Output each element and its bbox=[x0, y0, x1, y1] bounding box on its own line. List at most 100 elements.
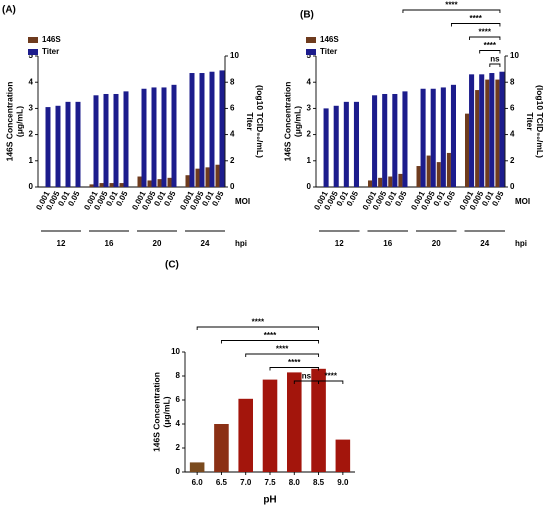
y-tick-label: 8 bbox=[176, 371, 181, 380]
bar bbox=[402, 91, 408, 187]
bar bbox=[420, 88, 426, 187]
y2-tick-label: 2 bbox=[510, 156, 515, 165]
bar bbox=[398, 173, 403, 187]
x-tick-label: 0.05 bbox=[66, 189, 82, 207]
bar bbox=[333, 105, 339, 187]
x-tick-label: 9.0 bbox=[337, 478, 349, 487]
y-tick-label: 4 bbox=[29, 77, 34, 86]
y-tick-label: 2 bbox=[176, 443, 181, 452]
bar bbox=[372, 95, 378, 187]
significance-label: **** bbox=[469, 14, 482, 23]
x-tick-label: 8.0 bbox=[289, 478, 301, 487]
bar bbox=[382, 93, 388, 187]
y2-tick-label: 0 bbox=[230, 182, 235, 191]
x-tick-label: 6.5 bbox=[216, 478, 228, 487]
bar bbox=[55, 105, 61, 187]
y-axis-title: (μg/mL) bbox=[14, 106, 24, 137]
bar bbox=[353, 101, 359, 187]
bar bbox=[343, 101, 349, 187]
bar bbox=[45, 107, 51, 187]
x-tick-label: 6.0 bbox=[192, 478, 204, 487]
bar bbox=[479, 74, 485, 187]
bar bbox=[151, 87, 157, 187]
significance-bracket bbox=[450, 23, 501, 27]
bar bbox=[287, 372, 302, 472]
legend-swatch bbox=[28, 49, 38, 55]
y-tick-label: 10 bbox=[171, 347, 180, 356]
group-label: 24 bbox=[201, 239, 210, 248]
legend-swatch bbox=[28, 37, 38, 43]
panel-label: (B) bbox=[300, 10, 314, 21]
bar bbox=[123, 91, 129, 187]
significance-label: **** bbox=[484, 41, 497, 50]
bar bbox=[209, 71, 215, 187]
bar bbox=[113, 93, 119, 187]
significance-label: ns bbox=[490, 55, 500, 64]
bar bbox=[157, 179, 162, 187]
significance-label: **** bbox=[324, 372, 337, 381]
bar bbox=[489, 73, 495, 187]
x-tick-label: 0.05 bbox=[490, 189, 506, 207]
y-tick-label: 2 bbox=[307, 130, 312, 139]
bar bbox=[416, 166, 421, 187]
bar bbox=[103, 93, 109, 187]
x-tick-label: 0.05 bbox=[345, 189, 361, 207]
bar bbox=[392, 93, 398, 187]
significance-bracket bbox=[318, 380, 344, 384]
bar bbox=[99, 183, 104, 187]
x-tick-label: 7.0 bbox=[240, 478, 252, 487]
y-tick-label: 1 bbox=[29, 156, 34, 165]
y2-tick-label: 4 bbox=[510, 130, 515, 139]
group-axis-title: hpi bbox=[515, 239, 527, 248]
group-label: 24 bbox=[480, 239, 489, 248]
y-tick-label: 0 bbox=[307, 182, 312, 191]
bar bbox=[335, 439, 351, 472]
panel-label: (C) bbox=[165, 260, 179, 271]
group-label: 12 bbox=[57, 239, 66, 248]
bar bbox=[469, 74, 475, 187]
bar bbox=[426, 155, 431, 187]
significance-label: **** bbox=[264, 331, 277, 340]
bar bbox=[475, 90, 480, 187]
y-tick-label: 6 bbox=[176, 395, 181, 404]
x-tick-label: 7.5 bbox=[264, 478, 276, 487]
bar bbox=[465, 113, 470, 187]
bar bbox=[450, 84, 456, 187]
bar bbox=[199, 73, 205, 187]
y2-tick-label: 6 bbox=[510, 104, 515, 113]
x-axis-title: pH bbox=[263, 495, 276, 506]
y-tick-label: 3 bbox=[307, 104, 312, 113]
bar bbox=[495, 79, 500, 187]
y-tick-label: 2 bbox=[29, 130, 34, 139]
group-label: 16 bbox=[105, 239, 114, 248]
y2-axis-title: (log10 TCID₅₀/mL) bbox=[255, 85, 265, 158]
group-label: 16 bbox=[383, 239, 392, 248]
panel-label: (A) bbox=[2, 5, 16, 16]
significance-label: **** bbox=[479, 28, 492, 37]
bar bbox=[238, 398, 253, 472]
group-axis-title: hpi bbox=[235, 239, 247, 248]
y-axis-title: 146S Concentration bbox=[4, 82, 14, 162]
group-label: 20 bbox=[153, 239, 162, 248]
bar bbox=[368, 180, 373, 187]
bar bbox=[141, 88, 147, 187]
bar bbox=[171, 84, 177, 187]
bar bbox=[388, 176, 393, 187]
significance-bracket bbox=[479, 50, 501, 54]
x-tick-label: 8.5 bbox=[313, 478, 325, 487]
y2-tick-label: 10 bbox=[230, 51, 239, 60]
significance-label: **** bbox=[252, 318, 265, 327]
x-tick-label: 0.05 bbox=[162, 189, 178, 207]
bar bbox=[485, 79, 490, 187]
y-tick-label: 1 bbox=[307, 156, 312, 165]
x-tick-label: 0.05 bbox=[393, 189, 409, 207]
legend-label: 146S bbox=[42, 35, 61, 44]
y-tick-label: 5 bbox=[307, 51, 312, 60]
y-tick-label: 0 bbox=[29, 182, 34, 191]
bar bbox=[195, 168, 200, 187]
significance-bracket bbox=[245, 353, 320, 357]
group-label: 12 bbox=[335, 239, 344, 248]
significance-label: **** bbox=[276, 345, 289, 354]
significance-bracket bbox=[469, 36, 501, 40]
